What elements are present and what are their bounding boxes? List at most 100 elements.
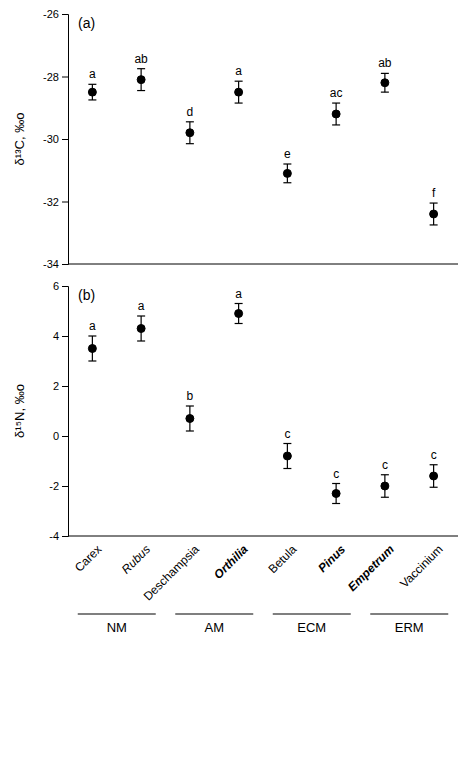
y-tick-label: -4 [49,530,59,542]
point [332,490,340,498]
letter-label: c [382,458,388,472]
point [235,88,243,96]
error-bar-cap [381,92,389,93]
y-axis: -34 -32 -30 -28 -26 [43,8,68,270]
point [430,210,438,218]
point [381,482,389,490]
error-bar-cap [235,303,243,304]
error-bar-cap [430,224,438,225]
letter-label: f [432,186,436,200]
y-tick: 4 [53,330,68,342]
group-label: NM [107,620,127,635]
y-axis-line [62,15,69,265]
letter-label: ab [378,56,392,70]
error-bar [235,304,243,324]
letter-label: c [333,467,339,481]
error-bar-cap [332,503,340,504]
y-tick: -4 [49,530,68,542]
error-bar-cap [137,90,145,91]
x-tick-label: Empetrum [345,542,397,594]
x-tick-label: Vaccinium [397,542,445,590]
point [283,452,291,460]
error-bar-cap [235,102,243,103]
error-bar-cap [332,102,340,103]
y-tick-label: 2 [53,380,59,392]
x-tick-label: Deschampsia [141,542,203,604]
y-tick-mark [62,77,68,78]
point [88,88,96,96]
error-bar-cap [283,468,291,469]
error-bar [186,122,194,144]
y-tick-mark [62,14,68,15]
error-bar [137,69,145,91]
letter-label: c [284,427,290,441]
y-tick: -26 [43,8,68,20]
point [137,76,145,84]
point [88,345,96,353]
y-axis-line [62,287,69,537]
letter-label: e [284,147,291,161]
annotations: aabdaeacabf [89,52,436,200]
y-tick: -32 [43,196,68,208]
y-tick-mark [62,386,68,387]
x-axis-line [68,536,458,537]
y-tick-mark [62,286,68,287]
y-tick-label: -2 [49,480,59,492]
error-bar-cap [332,483,340,484]
error-bar [88,84,96,100]
x-tick-label: Pinus [315,542,348,575]
error-bar [283,444,291,469]
error-bar-cap [137,68,145,69]
panel: -34-32-30-28-26aabdaeacabf(a)δ¹³C, ‰o [12,8,458,270]
letter-label: c [431,448,437,462]
point [186,415,194,423]
panel-title: (a) [78,15,95,31]
y-tick-label: -32 [43,196,59,208]
error-bar [137,316,145,341]
x-tick-label: Betula [265,542,299,576]
error-bar [381,475,389,498]
error-bar-cap [430,487,438,488]
annotations: aabacccc [89,287,437,481]
group-line [273,613,351,614]
error-bar-cap [430,202,438,203]
error-bar [88,336,96,361]
letter-label: ac [330,86,343,100]
error-bar-cap [88,335,96,336]
y-tick-mark [62,336,68,337]
y-tick-mark [62,436,68,437]
error-bar [332,103,340,125]
y-tick-label: 6 [53,280,59,292]
y-axis-title: δ¹³C, ‰o [12,113,27,166]
letter-label: ab [134,52,148,66]
letter-label: d [187,105,194,119]
error-bar-cap [381,497,389,498]
point [332,110,340,118]
y-tick-label: -26 [43,8,59,20]
error-bar-cap [137,340,145,341]
error-bar [283,164,291,183]
group-label: ECM [297,620,326,635]
point [235,310,243,318]
y-tick-label: -30 [43,133,59,145]
error-bar [186,406,194,431]
error-bar-cap [186,405,194,406]
chart-svg: -34-32-30-28-26aabdaeacabf(a)δ¹³C, ‰o-4-… [0,0,474,774]
error-bar [430,465,438,488]
y-axis: -4-20246 [49,280,68,542]
y-axis-title: δ¹⁵N, ‰o [12,384,27,438]
panel-title: (b) [78,287,95,303]
letter-label: a [138,299,145,313]
error-bar-cap [235,323,243,324]
y-tick: -30 [43,133,68,145]
point [283,169,291,177]
x-tick-label: Orthilia [211,542,251,582]
y-tick: -28 [43,71,68,83]
letter-label: a [89,319,96,333]
error-bar-cap [186,143,194,144]
y-tick-label: 4 [53,330,59,342]
error-bar-cap [283,443,291,444]
y-tick: 6 [53,280,68,292]
y-tick-label: -34 [43,258,59,270]
error-bar [332,484,340,504]
